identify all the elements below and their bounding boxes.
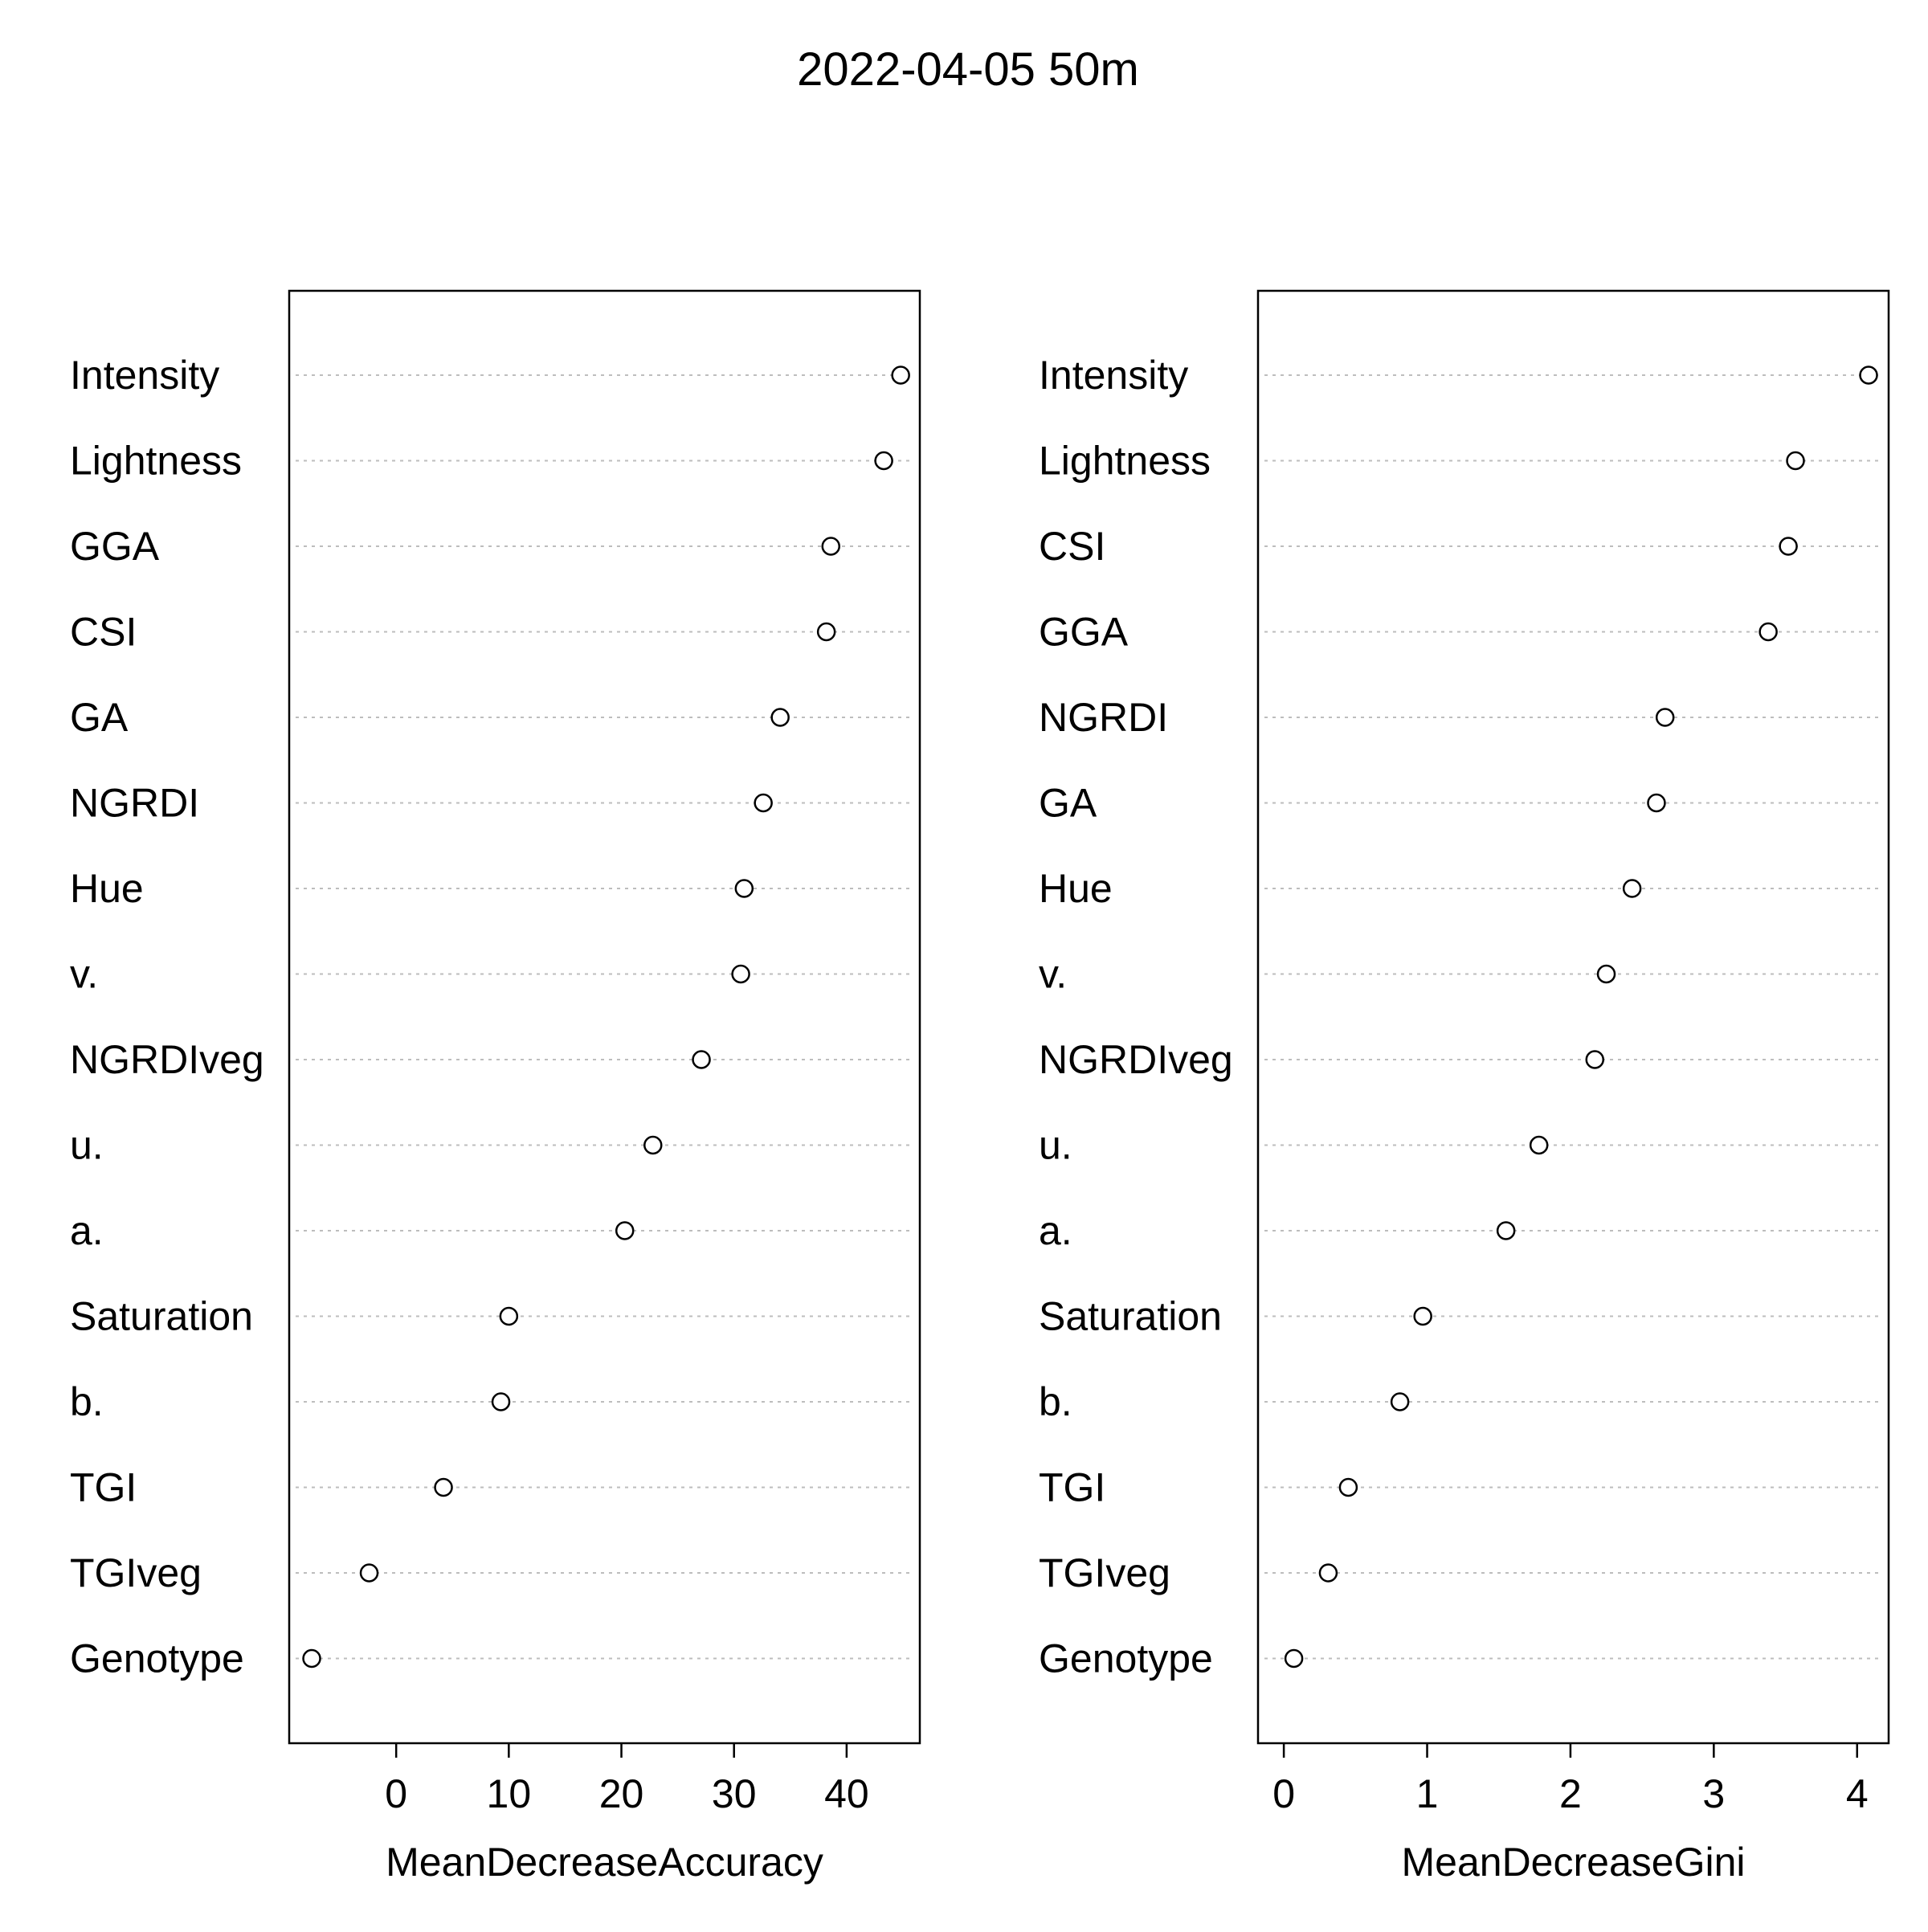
x-axis-title: MeanDecreaseGini — [1402, 1840, 1746, 1885]
data-point — [1655, 708, 1675, 727]
x-axis-title: MeanDecreaseAccuracy — [386, 1840, 823, 1885]
category-label: NGRDI — [70, 781, 199, 826]
category-label: Lightness — [1039, 439, 1211, 484]
data-point — [816, 622, 836, 642]
data-point — [491, 1392, 511, 1411]
category-label: Saturation — [70, 1294, 253, 1339]
data-point — [1390, 1392, 1410, 1411]
category-label: b. — [1039, 1379, 1072, 1424]
data-point — [359, 1563, 379, 1583]
category-label: GGA — [1039, 610, 1129, 655]
category-label: TGI — [1039, 1465, 1105, 1510]
category-label: GA — [1039, 781, 1097, 826]
data-point — [302, 1648, 321, 1669]
data-point — [1496, 1221, 1516, 1240]
category-label: TGIveg — [1039, 1550, 1170, 1595]
category-label: Intensity — [70, 353, 219, 398]
category-label: Saturation — [1039, 1294, 1222, 1339]
data-point — [734, 879, 754, 898]
data-point — [434, 1477, 453, 1497]
x-tick-label: 30 — [712, 1771, 757, 1816]
category-label: NGRDIveg — [1039, 1037, 1233, 1082]
data-point — [615, 1221, 635, 1240]
data-point — [643, 1135, 663, 1155]
data-point — [1413, 1306, 1432, 1326]
category-label: CSI — [1039, 524, 1105, 569]
data-point — [1622, 879, 1642, 898]
category-label: b. — [70, 1379, 104, 1424]
x-tick-label: 40 — [824, 1771, 869, 1816]
category-label: u. — [70, 1123, 104, 1168]
x-tick-label: 3 — [1702, 1771, 1725, 1816]
category-label: GGA — [70, 524, 160, 569]
data-point — [821, 537, 841, 556]
x-tick-label: 4 — [1846, 1771, 1869, 1816]
x-tick-label: 0 — [1272, 1771, 1295, 1816]
category-label: Intensity — [1039, 353, 1188, 398]
chart-panel-1: Intensity Lightness GGA CSI GA NGRDI Hue v. NGRD… — [70, 289, 921, 1885]
x-tick-label: 20 — [599, 1771, 644, 1816]
category-label: u. — [1039, 1123, 1072, 1168]
data-point — [731, 964, 750, 984]
data-point — [692, 1050, 711, 1069]
chart-panel-2: Intensity Lightness CSI GGA NGRDI GA Hue v. NGRD… — [1039, 289, 1890, 1885]
x-tick-label: 2 — [1559, 1771, 1582, 1816]
data-point — [499, 1306, 519, 1326]
data-point — [1859, 366, 1878, 385]
data-point — [1529, 1135, 1549, 1155]
category-label: Genotype — [70, 1636, 244, 1681]
data-point — [1647, 793, 1666, 813]
category-label: a. — [1039, 1208, 1072, 1253]
data-point — [874, 451, 893, 471]
data-point — [1596, 964, 1616, 984]
data-point — [770, 708, 790, 727]
chart-title: 2022-04-05 50m — [797, 43, 1139, 96]
data-point — [1758, 622, 1778, 642]
category-label: v. — [1039, 952, 1067, 997]
data-point — [1284, 1648, 1304, 1669]
data-point — [1585, 1050, 1605, 1069]
data-point — [1779, 537, 1798, 556]
category-label: Hue — [1039, 866, 1113, 911]
data-point — [754, 793, 773, 813]
x-tick-label: 0 — [385, 1771, 407, 1816]
x-tick-label: 1 — [1416, 1771, 1439, 1816]
category-label: NGRDI — [1039, 695, 1168, 740]
data-point — [891, 366, 910, 385]
plot-frame — [288, 289, 921, 1745]
category-label: CSI — [70, 610, 137, 655]
category-label: v. — [70, 952, 98, 997]
category-label: Genotype — [1039, 1636, 1213, 1681]
category-label: NGRDIveg — [70, 1037, 264, 1082]
data-point — [1318, 1563, 1338, 1583]
data-point — [1338, 1477, 1358, 1497]
category-label: TGIveg — [70, 1550, 202, 1595]
category-label: Lightness — [70, 439, 242, 484]
data-point — [1786, 451, 1805, 471]
category-label: Hue — [70, 866, 144, 911]
category-label: a. — [70, 1208, 104, 1253]
category-label: GA — [70, 695, 129, 740]
plot-frame — [1256, 289, 1890, 1745]
x-tick-label: 10 — [487, 1771, 532, 1816]
category-label: TGI — [70, 1465, 137, 1510]
